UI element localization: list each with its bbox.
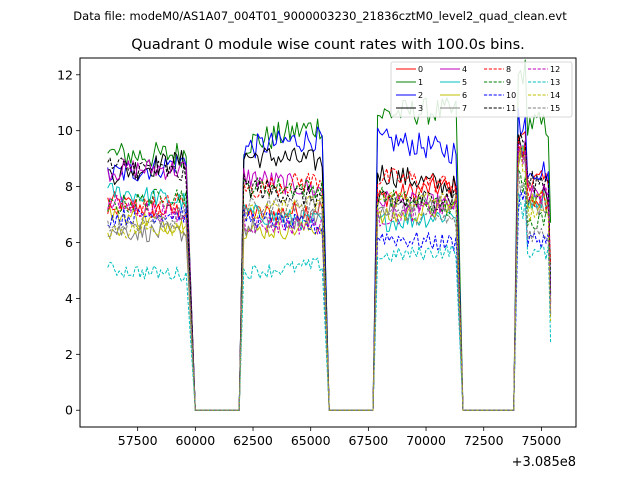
x-offset-label: +3.085e8 xyxy=(512,455,576,470)
x-tick-label: 62500 xyxy=(233,433,273,448)
legend-label-7: 7 xyxy=(462,104,467,113)
x-tick-label: 67500 xyxy=(348,433,388,448)
legend-label-9: 9 xyxy=(506,78,511,87)
legend-label-8: 8 xyxy=(506,65,511,74)
legend-label-12: 12 xyxy=(550,65,560,74)
y-tick-label: 6 xyxy=(65,235,73,250)
y-tick-label: 0 xyxy=(65,403,73,418)
series-line-15 xyxy=(107,171,552,411)
x-axis: 57500 60000 62500 65000 67500 70000 72500 75000 xyxy=(118,427,562,448)
legend-label-2: 2 xyxy=(418,91,423,100)
y-tick-label: 10 xyxy=(57,123,73,138)
legend-label-1: 1 xyxy=(418,78,423,87)
legend-label-10: 10 xyxy=(506,91,516,100)
x-tick-label: 57500 xyxy=(118,433,158,448)
legend-label-0: 0 xyxy=(418,65,423,74)
legend-box xyxy=(390,61,573,118)
y-tick-label: 12 xyxy=(57,67,73,82)
legend-label-4: 4 xyxy=(462,65,467,74)
chart-title: Quadrant 0 module wise count rates with … xyxy=(131,37,525,53)
y-tick-label: 4 xyxy=(65,291,73,306)
y-axis: 0 2 4 6 8 10 12 xyxy=(57,67,80,418)
y-tick-label: 8 xyxy=(65,179,73,194)
x-tick-label: 72500 xyxy=(464,433,504,448)
x-tick-label: 75000 xyxy=(522,433,562,448)
x-tick-label: 60000 xyxy=(175,433,215,448)
legend-label-5: 5 xyxy=(462,78,467,87)
legend-label-3: 3 xyxy=(418,104,423,113)
legend-label-14: 14 xyxy=(550,91,560,100)
legend-label-11: 11 xyxy=(506,104,516,113)
legend-label-15: 15 xyxy=(550,104,560,113)
suptitle: Data file: modeM0/AS1A07_004T01_90000032… xyxy=(73,9,567,23)
series-layer xyxy=(107,59,552,411)
x-tick-label: 70000 xyxy=(406,433,446,448)
y-tick-label: 2 xyxy=(65,347,73,362)
legend-label-6: 6 xyxy=(462,91,467,100)
x-tick-label: 65000 xyxy=(291,433,331,448)
legend-label-13: 13 xyxy=(550,78,560,87)
